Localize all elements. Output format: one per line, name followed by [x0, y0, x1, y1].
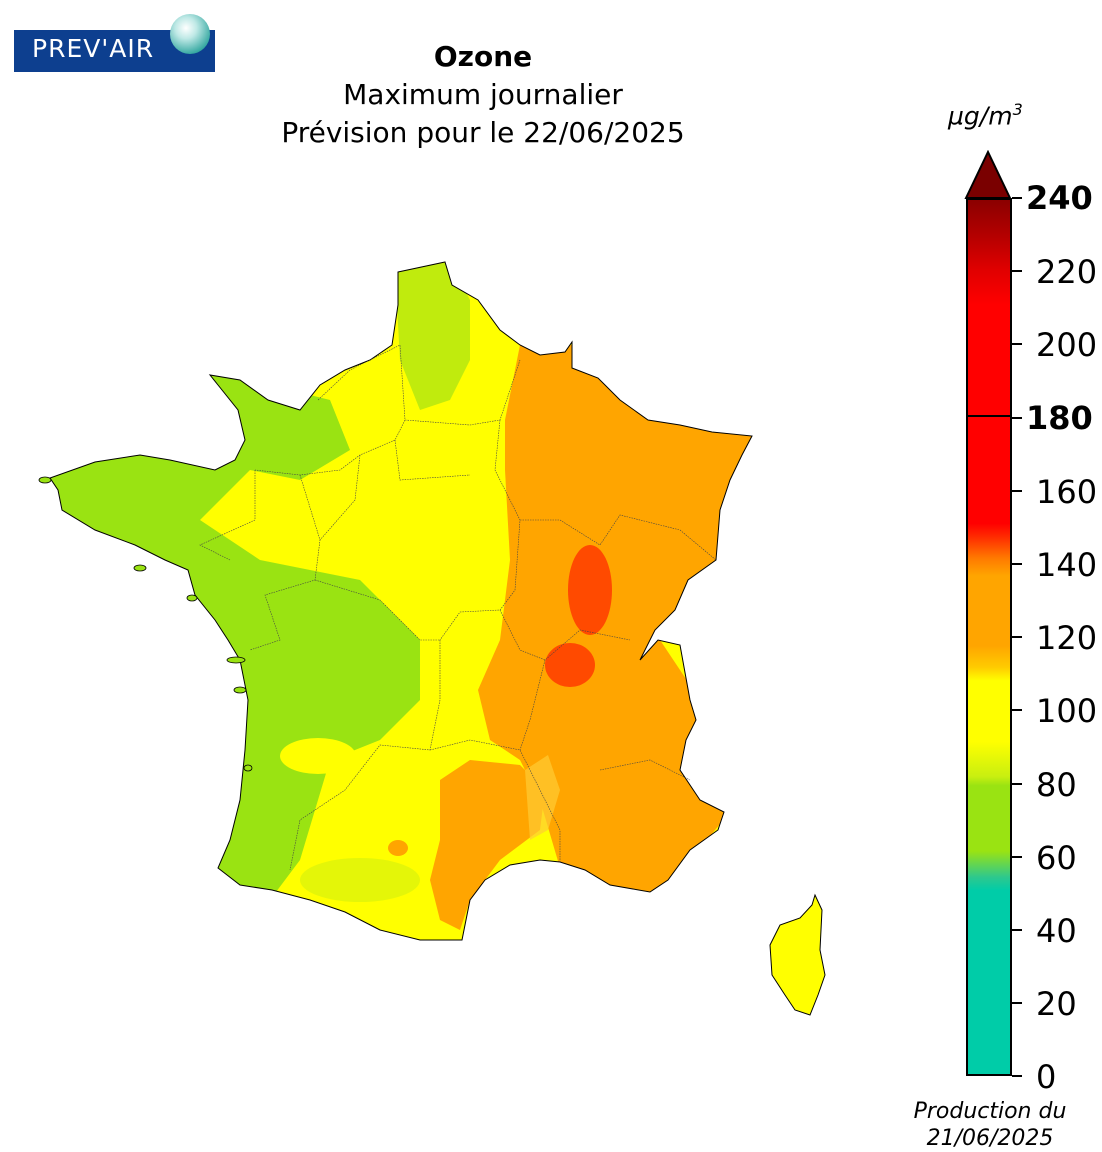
production-line-2: 21/06/2025 — [926, 1126, 1054, 1151]
tick-60 — [1012, 856, 1022, 858]
forecast-date: Prévision pour le 22/06/2025 — [281, 116, 685, 149]
tick-label-60: 60 — [1036, 839, 1077, 877]
tick-20 — [1012, 1002, 1022, 1004]
tick-label-0: 0 — [1036, 1058, 1057, 1096]
mainland-france — [49, 261, 753, 941]
globe-icon — [170, 14, 210, 54]
tick-180 — [1012, 417, 1022, 419]
tick-label-200: 200 — [1036, 326, 1098, 364]
atlantic-islands — [38, 476, 253, 772]
colorbar-extend-arrow — [964, 150, 1012, 199]
tick-label-220: 220 — [1036, 253, 1098, 291]
tick-label-140: 140 — [1036, 546, 1098, 584]
unit-exponent: 3 — [1012, 100, 1023, 119]
tick-label-100: 100 — [1036, 692, 1098, 730]
tick-0 — [1012, 1075, 1022, 1077]
tick-label-160: 160 — [1036, 473, 1098, 511]
unit-label: µg/m3 — [948, 100, 1023, 130]
tick-label-120: 120 — [1036, 619, 1098, 657]
tick-160 — [1012, 490, 1022, 492]
tick-140 — [1012, 563, 1022, 565]
tick-label-80: 80 — [1036, 766, 1077, 804]
tick-80 — [1012, 783, 1022, 785]
tick-label-20: 20 — [1036, 985, 1077, 1023]
france-ozone-map — [38, 261, 826, 1016]
tick-240 — [1012, 197, 1022, 199]
corsica — [769, 893, 826, 1016]
tick-label-240: 240 — [1026, 179, 1093, 217]
map-subtitle: Maximum journalier — [343, 78, 623, 111]
tick-120 — [1012, 636, 1022, 638]
tick-100 — [1012, 709, 1022, 711]
unit-base: µg/m — [948, 101, 1013, 131]
tick-label-180: 180 — [1026, 399, 1093, 437]
tick-220 — [1012, 270, 1022, 272]
tick-label-40: 40 — [1036, 912, 1077, 950]
production-date: Production du 21/06/2025 — [880, 1098, 1100, 1152]
production-line-1: Production du — [913, 1099, 1067, 1124]
prevair-logo: PREV'AIR — [14, 14, 215, 72]
threshold-line — [968, 415, 1010, 417]
tick-200 — [1012, 343, 1022, 345]
region-borders — [199, 344, 717, 871]
colorbar — [966, 198, 1012, 1076]
map-titles: Ozone Maximum journalier Prévision pour … — [233, 38, 733, 152]
map-title: Ozone — [433, 40, 533, 73]
logo-text: PREV'AIR — [32, 34, 155, 63]
tick-40 — [1012, 929, 1022, 931]
